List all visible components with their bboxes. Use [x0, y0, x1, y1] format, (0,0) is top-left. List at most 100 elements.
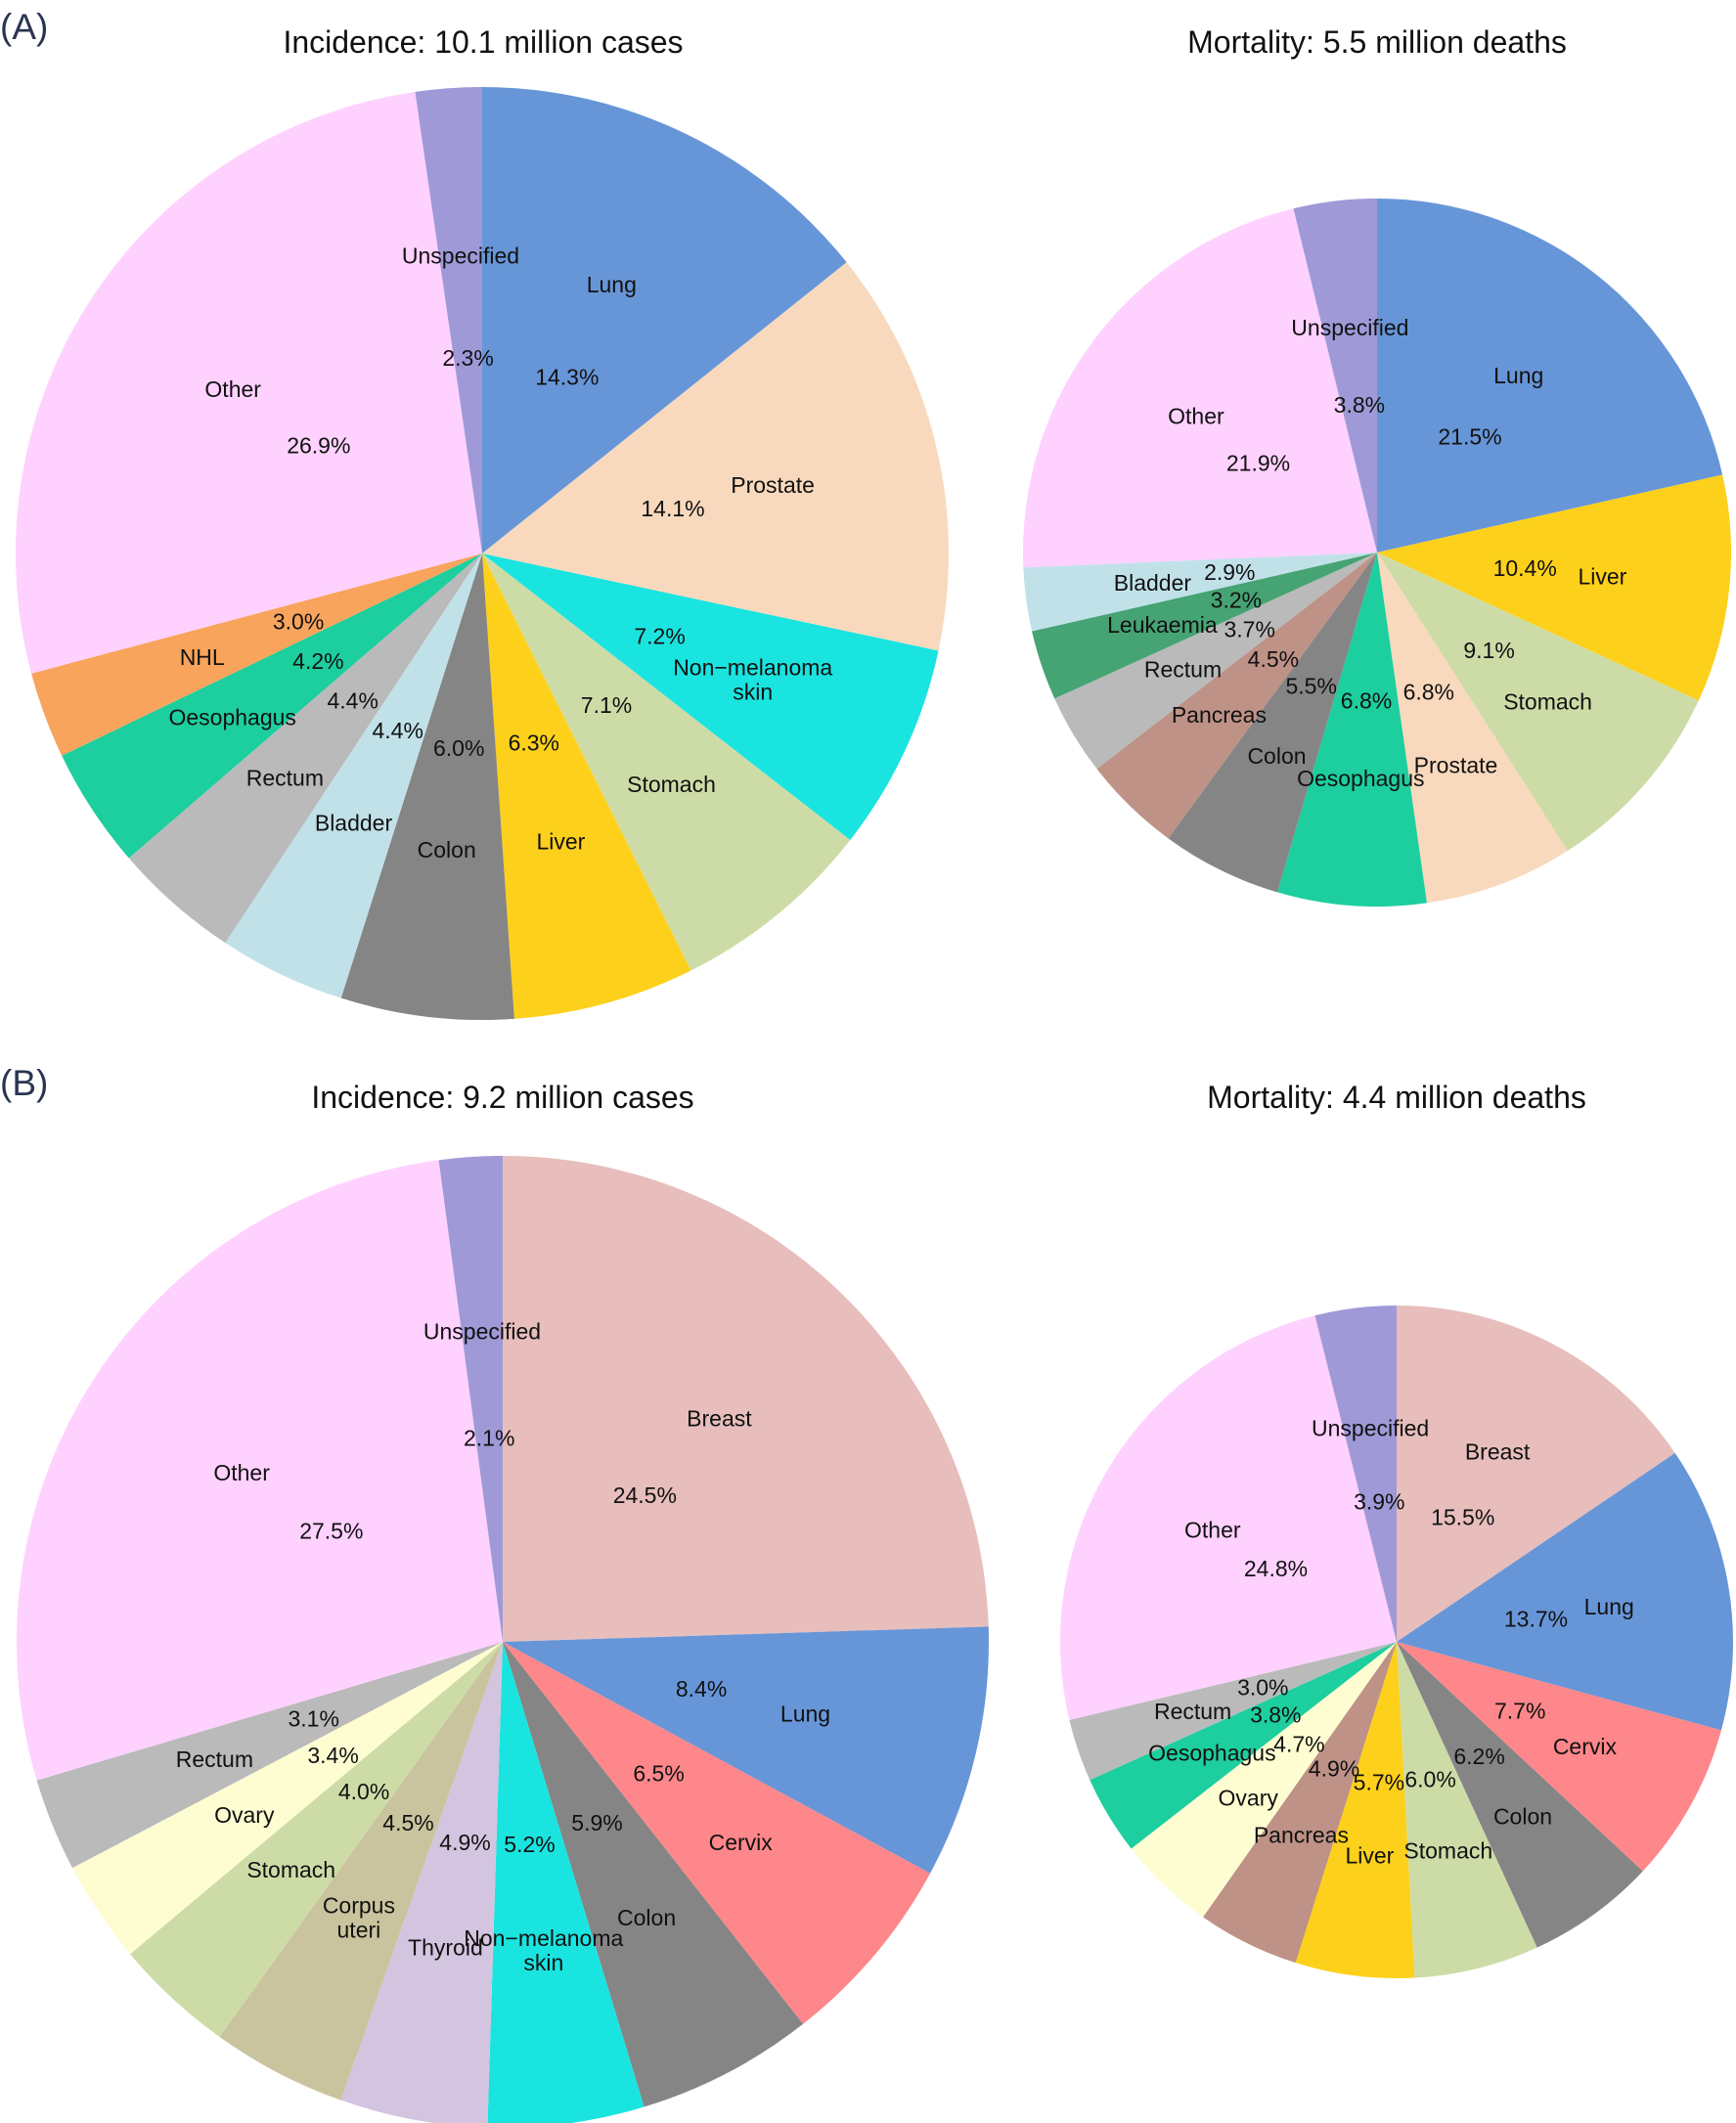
pie-slice-leukaemia: [1032, 553, 1377, 699]
pie-slice-unspecified: [1293, 199, 1377, 553]
slice-label: Colon: [1493, 1803, 1552, 1829]
pie-chart-a-mortality: Mortality: 5.5 million deaths Lung21.5%L…: [1022, 24, 1731, 907]
pie-slice-stomach: [130, 1642, 504, 2037]
slice-label: Leukaemia: [1107, 612, 1218, 638]
pie-slice-other: [1060, 1315, 1397, 1720]
slice-percent: 6.5%: [633, 1761, 684, 1787]
slice-label: NHL: [180, 644, 225, 670]
slice-label: Non−melanoma skin: [673, 654, 832, 704]
pie-slice-bladder: [225, 553, 482, 998]
pie-slice-stomach: [1377, 553, 1699, 852]
slice-percent: 9.1%: [1463, 638, 1514, 663]
pie-slice-breast: [1397, 1305, 1675, 1642]
pie-slice-other: [15, 91, 483, 674]
slice-label: Colon: [617, 1905, 676, 1930]
slice-label: Other: [213, 1460, 270, 1485]
slice-label: Pancreas: [1172, 702, 1267, 728]
slice-label: Liver: [1345, 1842, 1394, 1868]
slice-label: Stomach: [1503, 688, 1592, 714]
pie-slice-thyroid: [340, 1642, 503, 2123]
pie-slice-prostate: [482, 262, 949, 651]
slice-percent: 4.4%: [372, 718, 423, 743]
slice-percent: 4.4%: [327, 688, 378, 714]
pie-slice-stomach: [482, 553, 851, 971]
slice-label: Ovary: [1219, 1785, 1279, 1810]
slice-percent: 3.2%: [1211, 588, 1262, 613]
slice-percent: 6.0%: [1404, 1766, 1455, 1791]
slice-percent: 24.8%: [1244, 1556, 1308, 1581]
slice-percent: 26.9%: [287, 433, 350, 459]
chart-title: Incidence: 10.1 million cases: [283, 24, 683, 60]
slice-labels: Breast 24.5% Lung 8.4% Cervix 6.5% Colon 5.9% No…: [176, 1319, 830, 1975]
slice-label: Prostate: [1414, 752, 1498, 777]
pie-slice-other: [16, 1160, 504, 1781]
slice-label: Rectum: [1154, 1699, 1231, 1724]
slice-percent: 7.1%: [581, 692, 632, 718]
slice-label: Stomach: [1403, 1838, 1492, 1864]
slice-label: Prostate: [731, 472, 815, 498]
slice-label: Ovary: [214, 1802, 275, 1828]
slice-percent: 5.7%: [1354, 1769, 1404, 1794]
slice-label: Non−melanoma skin: [464, 1925, 623, 1975]
pie-slice-non-melanoma-skin: [487, 1642, 645, 2123]
slice-label: Stomach: [246, 1857, 335, 1882]
slice-percent: 5.2%: [504, 1832, 555, 1857]
chart-title: Incidence: 9.2 million cases: [311, 1080, 693, 1115]
slice-percent: 3.0%: [273, 609, 324, 635]
panel-label-b: (B): [0, 1063, 48, 1103]
pie-slice-prostate: [1377, 553, 1568, 904]
chart-title: Mortality: 5.5 million deaths: [1187, 24, 1567, 60]
slice-percent: 4.9%: [439, 1830, 490, 1855]
pie-slice-liver: [482, 553, 691, 1019]
slice-percent: 21.5%: [1438, 423, 1501, 449]
slice-percent: 6.0%: [433, 735, 484, 761]
slice-label: Stomach: [627, 772, 716, 797]
slice-label: Breast: [1465, 1439, 1531, 1465]
slice-percent: 4.5%: [1248, 646, 1299, 672]
slice-percent: 3.0%: [1237, 1675, 1288, 1701]
slice-percent: 4.7%: [1273, 1732, 1324, 1757]
pie-slice-oesophagus: [1090, 1642, 1397, 1849]
pie-slice-ovary: [72, 1642, 503, 1955]
slice-percent: 6.3%: [509, 730, 559, 755]
pie-slice-corpus-uteri: [219, 1642, 503, 2101]
slice-percent: 4.0%: [338, 1779, 389, 1804]
slice-percent: 2.3%: [442, 345, 493, 371]
slice-percent: 8.4%: [676, 1676, 727, 1702]
slice-percent: 3.7%: [1224, 616, 1274, 641]
slice-label: Oesophagus: [1148, 1741, 1275, 1766]
slice-label: Oesophagus: [168, 704, 295, 730]
slice-percent: 14.3%: [535, 365, 599, 390]
slice-percent: 4.9%: [1309, 1756, 1359, 1782]
pie-slice-pancreas: [1096, 553, 1377, 839]
pie-slice-lung: [1377, 199, 1723, 553]
pie-chart-b-mortality: Mortality: 4.4 million deaths Breast 15.5…: [1060, 1080, 1734, 1979]
slice-label: Breast: [687, 1406, 752, 1432]
slice-percent: 15.5%: [1431, 1504, 1494, 1529]
pie-slice-colon: [340, 553, 514, 1021]
slice-label: Unspecified: [1312, 1416, 1429, 1441]
slice-label: Rectum: [246, 765, 324, 790]
slice-percent: 5.9%: [571, 1810, 622, 1836]
slice-percent: 7.7%: [1494, 1698, 1545, 1723]
slice-percent: 13.7%: [1504, 1606, 1568, 1631]
pie-slice-non-melanoma-skin: [482, 553, 939, 841]
slice-percent: 27.5%: [299, 1519, 363, 1544]
slice-percent: 5.5%: [1285, 673, 1336, 698]
pie-slice-cervix: [1397, 1642, 1721, 1872]
pie-slice-unspecified: [438, 1156, 503, 1642]
slice-percent: 4.5%: [382, 1810, 433, 1836]
pie-chart-a-incidence: Incidence: 10.1 million cases Lung 14.3% P…: [15, 24, 949, 1021]
slice-label: Thyroid: [408, 1935, 483, 1961]
slice-percent: 10.4%: [1493, 555, 1557, 581]
slice-percent: 2.1%: [464, 1426, 514, 1451]
slice-label: Other: [1168, 404, 1224, 429]
pie-slice-bladder: [1023, 553, 1377, 632]
slice-label: Unspecified: [1291, 315, 1408, 340]
slice-percent: 3.8%: [1334, 392, 1385, 418]
slice-label: Lung: [587, 272, 637, 297]
pie-slice-ovary: [1131, 1642, 1397, 1918]
pie-slice-rectum: [1069, 1642, 1397, 1781]
slice-percent: 3.1%: [288, 1706, 338, 1732]
